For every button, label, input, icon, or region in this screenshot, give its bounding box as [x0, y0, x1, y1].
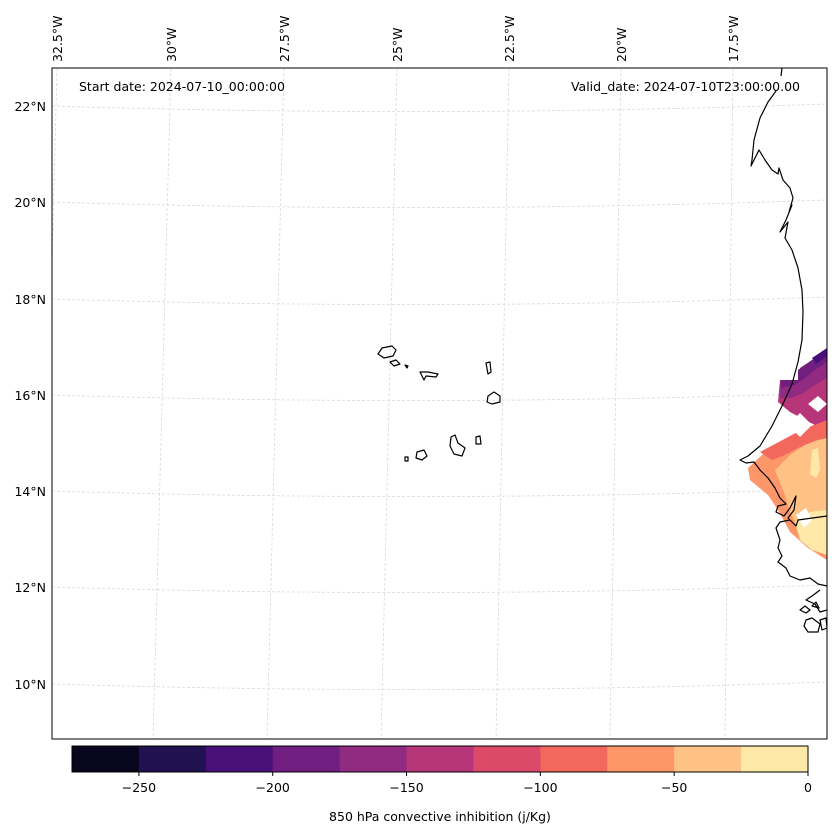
cin-gap-a [808, 396, 827, 412]
island-sao-vicente [389, 359, 401, 367]
parallel-gridline [52, 584, 827, 593]
colorbar-segment [272, 746, 341, 772]
parallel-gridline [52, 199, 827, 208]
colorbar-tick-label: 0 [804, 780, 812, 795]
gridlines [52, 68, 827, 739]
cin-gap-b [788, 413, 812, 437]
west-africa-coastline [739, 68, 827, 613]
parallel-gridline [52, 296, 827, 305]
colorbar-tick-label: −250 [122, 780, 156, 795]
longitude-tick-label: 25°W [390, 27, 405, 62]
meridian-gridline [724, 68, 734, 739]
island-boa-vista [486, 391, 501, 405]
meridian-gridline [152, 68, 172, 739]
meridian-gridline [495, 68, 510, 739]
latitude-tick-label: 22°N [14, 99, 46, 114]
meridian-gridline [52, 68, 58, 282]
bijagos-islands [799, 601, 827, 633]
cin-region-minus100 [760, 420, 827, 460]
meridian-gridline [609, 68, 622, 739]
colorbar-tick-label: −150 [389, 780, 423, 795]
colorbar-segment [406, 746, 474, 772]
latitude-tick-label: 20°N [14, 195, 46, 210]
colorbar: −250 −200 −150 −100 −50 0 [71, 745, 812, 795]
parallel-gridline [52, 488, 827, 497]
coastlines [377, 68, 827, 633]
island-sal [485, 361, 492, 375]
latitude-tick-label: 14°N [14, 484, 46, 499]
latitude-tick-label: 10°N [14, 677, 46, 692]
cin-filled-contours [748, 348, 827, 560]
latitude-tick-label: 18°N [14, 292, 46, 307]
colorbar-segment [540, 746, 608, 772]
cin-gap-c [796, 508, 812, 528]
colorbar-segment [473, 746, 541, 772]
longitude-tick-label: 27.5°W [277, 16, 292, 62]
longitude-tick-label: 30°W [164, 27, 179, 62]
island-maio [475, 435, 482, 445]
longitude-labels: 32.5°W 30°W 27.5°W 25°W 22.5°W 20°W 17.5°W [50, 16, 741, 62]
island-santo-antao [377, 345, 397, 359]
longitude-tick-label: 22.5°W [502, 16, 517, 62]
island-brava [404, 456, 409, 462]
colorbar-segment [339, 746, 408, 772]
colorbar-outline [71, 745, 809, 773]
valid-date-label: Valid_date: 2024-07-10T23:00:00.00 [571, 79, 800, 94]
island-sao-nicolau [419, 371, 439, 381]
colorbar-segment [138, 746, 207, 772]
colorbar-label: 850 hPa convective inhibition (j/Kg) [329, 809, 551, 824]
latitude-labels: 22°N 20°N 18°N 16°N 14°N 12°N 10°N [14, 99, 46, 692]
meridian-gridline [266, 68, 285, 739]
island-santa-luzia [404, 364, 409, 369]
colorbar-segment [205, 746, 274, 772]
start-date-label: Start date: 2024-07-10_00:00:00 [79, 79, 285, 94]
latitude-tick-label: 16°N [14, 388, 46, 403]
longitude-tick-label: 20°W [614, 27, 629, 62]
island-fogo [415, 449, 428, 461]
parallel-gridline [52, 392, 827, 401]
longitude-tick-label: 17.5°W [726, 16, 741, 62]
meridian-gridline [380, 68, 398, 739]
island-santiago [449, 434, 466, 457]
colorbar-tick-label: −100 [523, 780, 557, 795]
colorbar-segment [741, 746, 809, 772]
parallel-gridline [52, 681, 827, 690]
map-frame [51, 67, 828, 740]
latitude-tick-label: 12°N [14, 580, 46, 595]
colorbar-segment [674, 746, 742, 772]
colorbar-tick-label: −50 [661, 780, 687, 795]
parallel-gridline [52, 103, 827, 112]
colorbar-segment [607, 746, 675, 772]
cin-region-minus225 [812, 348, 827, 364]
longitude-tick-label: 32.5°W [50, 16, 65, 62]
colorbar-segment [72, 746, 140, 772]
cin-region-minus25-a [810, 448, 820, 478]
colorbar-tick-label: −200 [256, 780, 290, 795]
